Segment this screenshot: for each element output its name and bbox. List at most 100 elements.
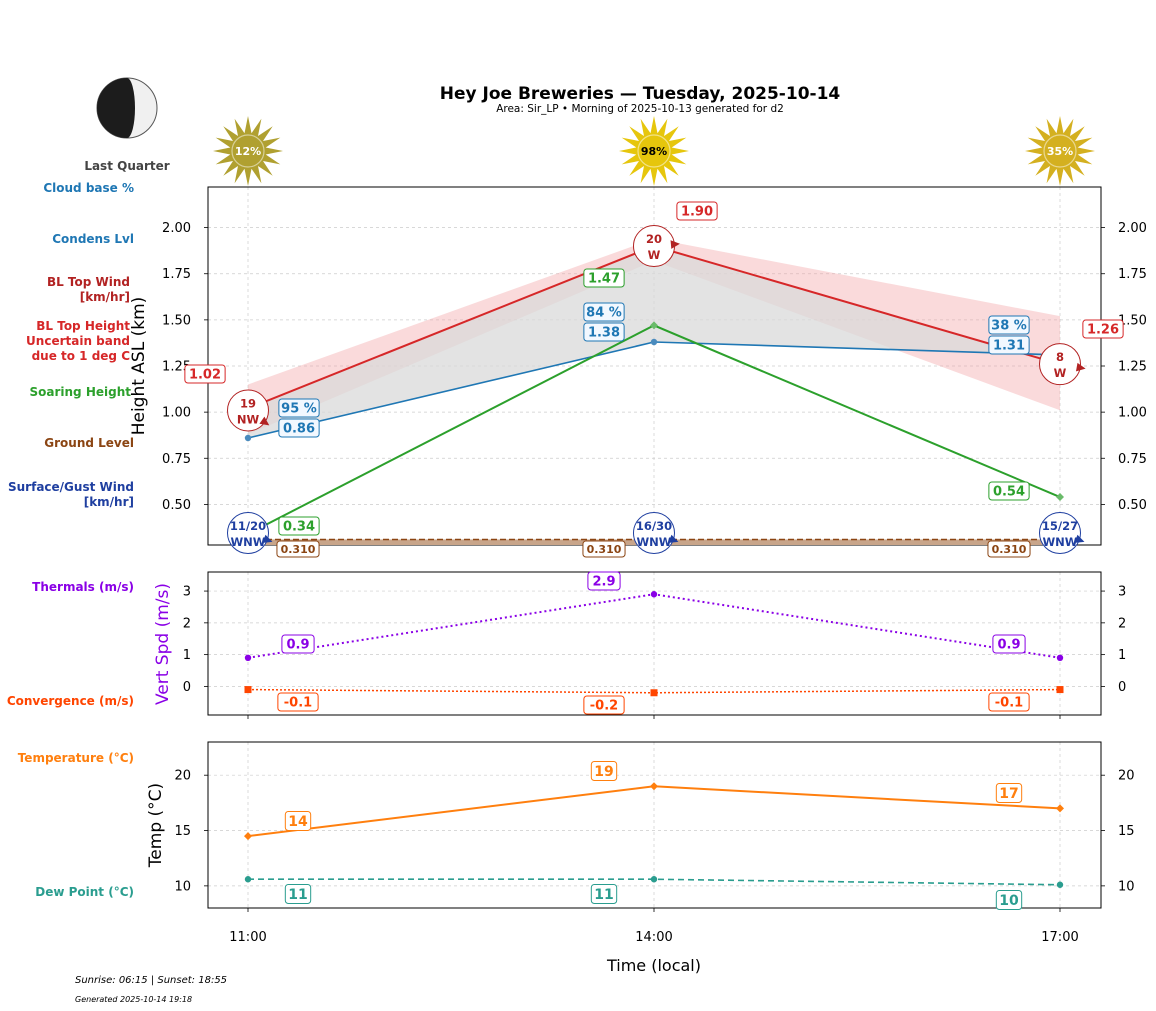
condens-label-box xyxy=(583,322,625,342)
temperature-label-box xyxy=(284,811,312,831)
cloud-base-label: 95 % xyxy=(281,402,317,417)
thermals-point xyxy=(650,591,658,598)
label-thermals: Thermals (m/s) xyxy=(32,580,134,594)
soaring-label: 0.54 xyxy=(993,485,1025,500)
bl-top-wind-direction: NW xyxy=(237,412,260,426)
label-convergence: Convergence (m/s) xyxy=(7,694,134,708)
surface-wind-speed: 15/27 xyxy=(1042,519,1078,533)
condens-label-box xyxy=(988,335,1030,355)
sunrise-sunset: Sunrise: 06:15 | Sunset: 18:55 xyxy=(75,975,228,986)
temperature-label: 14 xyxy=(288,814,308,830)
ground-label: 0.310 xyxy=(992,543,1027,556)
cloud-base-label: 84 % xyxy=(586,306,622,321)
condens-label-box xyxy=(278,418,320,438)
temperature-label: 19 xyxy=(594,764,613,780)
label-condens: Condens Lvl xyxy=(52,232,134,246)
convergence-label: -0.1 xyxy=(995,696,1023,711)
surface-wind-arrow xyxy=(668,534,679,543)
condens-label: 1.31 xyxy=(993,339,1025,354)
convergence-label-box xyxy=(988,692,1030,712)
dew-point-label-box xyxy=(284,884,312,904)
dew-point-label: 11 xyxy=(288,887,307,903)
surface-wind-direction: WNW xyxy=(637,535,672,549)
temperature-point xyxy=(244,832,252,841)
temperature-label: 17 xyxy=(999,786,1018,802)
label-surface-2: [km/hr] xyxy=(84,495,134,509)
sun-cover-label: 98% xyxy=(641,145,667,158)
bl-top-wind-speed: 19 xyxy=(240,396,256,410)
label-bl-band-3: due to 1 deg C xyxy=(32,349,131,363)
dew-point-point xyxy=(244,876,252,883)
condens-point xyxy=(650,338,658,346)
ytick-label-left: 0.50 xyxy=(162,498,191,513)
ground-label: 0.310 xyxy=(281,543,316,556)
ground-label-box xyxy=(276,540,320,558)
sun-cover-disc xyxy=(231,134,265,168)
generated-timestamp: Generated 2025-10-14 19:18 xyxy=(75,995,193,1004)
ytick-label-right: 3 xyxy=(1118,585,1126,600)
label-bl-wind-1: BL Top Wind xyxy=(47,275,130,289)
bl-top-label-box xyxy=(1082,319,1124,339)
ytick-label-right: 15 xyxy=(1118,824,1135,839)
dew-point-point xyxy=(1056,881,1064,888)
soaring-label-box xyxy=(278,516,320,536)
convergence-label-box xyxy=(583,695,625,715)
convergence-point xyxy=(650,689,658,697)
sun-cover-disc xyxy=(1043,134,1077,168)
label-surface-1: Surface/Gust Wind xyxy=(8,480,134,494)
label-bl-wind-2: [km/hr] xyxy=(80,290,130,304)
ytick-label-left: 20 xyxy=(174,769,191,784)
surface-wind-direction: WNW xyxy=(1043,535,1078,549)
sun-cover-label: 12% xyxy=(235,145,261,158)
temperature-label-box xyxy=(995,783,1023,803)
bl-top-wind-arrow xyxy=(670,240,680,249)
convergence-point xyxy=(244,686,252,694)
label-cloud-base: Cloud base % xyxy=(43,181,134,195)
thermals-label: 0.9 xyxy=(997,638,1020,653)
ytick-label-left: 10 xyxy=(174,879,191,894)
convergence-line xyxy=(247,688,1061,694)
ytick-label-left: 2 xyxy=(183,616,191,631)
ytick-label-left: 1 xyxy=(183,648,191,663)
thermals-point xyxy=(244,654,252,661)
bl-top-wind-direction: W xyxy=(648,248,661,262)
ytick-label-left: 0.75 xyxy=(162,452,191,467)
surface-wind-direction: WNW xyxy=(231,535,266,549)
bl-top-wind-arrow xyxy=(259,416,270,426)
condens-label: 0.86 xyxy=(283,422,315,437)
y-axis-label-vertical: Vert Spd (m/s) xyxy=(153,583,173,705)
bl-top-label-box xyxy=(184,364,226,384)
moon-phase-label: Last Quarter xyxy=(84,159,169,173)
ytick-label-right: 10 xyxy=(1118,879,1135,894)
convergence-label: -0.2 xyxy=(590,699,618,714)
soaring-label: 0.34 xyxy=(283,520,315,535)
thermals-label: 2.9 xyxy=(592,575,615,590)
y-axis-label-height: Height ASL (km) xyxy=(129,297,149,436)
x-axis-label: Time (local) xyxy=(606,956,701,975)
soaring-point xyxy=(650,321,658,330)
ytick-label-left: 15 xyxy=(174,824,191,839)
condens-label: 1.38 xyxy=(588,326,620,341)
ground-label-box xyxy=(582,540,626,558)
thermals-label-box xyxy=(281,634,315,654)
bl-top-label: 1.90 xyxy=(681,205,713,220)
ytick-label-left: 1.25 xyxy=(162,360,191,375)
ground-label-box xyxy=(987,540,1031,558)
thermals-label-box xyxy=(587,571,621,591)
sun-cover-disc xyxy=(637,134,671,168)
bl-top-label: 1.26 xyxy=(1087,323,1119,338)
surface-wind-arrow xyxy=(262,534,273,543)
temperature-point xyxy=(1056,804,1064,813)
temperature-label-box xyxy=(590,761,618,781)
ground-label: 0.310 xyxy=(587,543,622,556)
ytick-label-right: 0 xyxy=(1118,680,1126,695)
surface-wind-circle xyxy=(1039,512,1081,554)
ytick-label-left: 2.00 xyxy=(162,221,191,236)
cloud-base-label: 38 % xyxy=(991,319,1027,334)
ytick-label-left: 1.75 xyxy=(162,267,191,282)
xtick-label: 14:00 xyxy=(635,930,672,945)
cloud-base-label-box xyxy=(583,302,625,322)
dew-point-label: 11 xyxy=(594,887,613,903)
surface-wind-speed: 11/20 xyxy=(230,519,266,533)
